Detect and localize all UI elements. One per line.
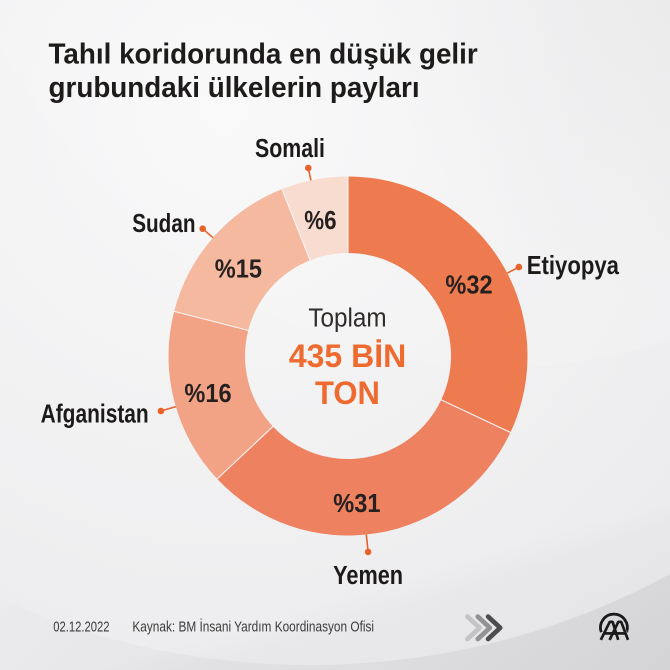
svg-text:%6: %6	[304, 206, 336, 235]
svg-text:Kaynak: BM İnsani Yardım Koord: Kaynak: BM İnsani Yardım Koordinasyon Of…	[132, 618, 374, 635]
svg-text:Toplam: Toplam	[308, 304, 386, 333]
svg-text:Etiyopya: Etiyopya	[527, 251, 620, 280]
svg-text:%31: %31	[333, 490, 380, 518]
svg-text:Somali: Somali	[255, 134, 325, 164]
svg-text:grubundaki ülkelerin payları: grubundaki ülkelerin payları	[49, 71, 420, 104]
svg-text:%15: %15	[215, 256, 262, 284]
svg-text:%32: %32	[445, 272, 492, 300]
svg-text:Afganistan: Afganistan	[41, 400, 149, 429]
svg-text:%16: %16	[184, 380, 231, 408]
svg-text:Tahıl koridorunda en düşük gel: Tahıl koridorunda en düşük gelir	[49, 38, 478, 71]
svg-text:02.12.2022: 02.12.2022	[53, 618, 109, 635]
svg-text:435 BİN: 435 BİN	[289, 338, 406, 374]
svg-text:Yemen: Yemen	[333, 561, 403, 590]
svg-text:Sudan: Sudan	[132, 209, 195, 238]
svg-text:TON: TON	[315, 375, 380, 412]
